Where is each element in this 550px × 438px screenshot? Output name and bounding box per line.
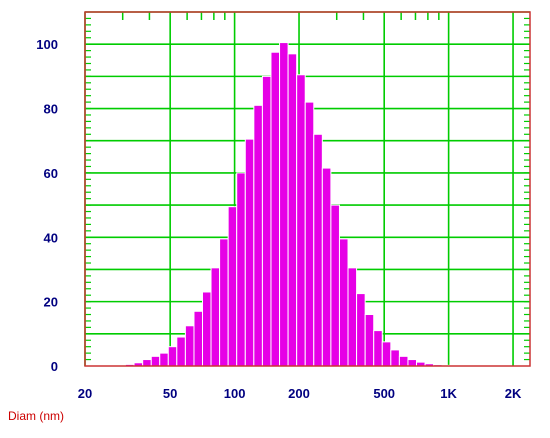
histogram-bar: [347, 267, 358, 367]
histogram-bar: [227, 206, 238, 367]
histogram-bar: [150, 355, 161, 367]
histogram-bar: [381, 341, 392, 367]
x-tick-label: 20: [78, 386, 92, 401]
histogram-bar: [142, 359, 152, 367]
histogram-bar: [398, 355, 409, 367]
histogram-bar: [373, 330, 383, 367]
x-axis-label: Diam (nm): [8, 409, 64, 423]
y-tick-label: 40: [44, 230, 58, 245]
x-tick-label: 2K: [505, 386, 522, 401]
x-tick-label: 100: [224, 386, 246, 401]
histogram-bar: [184, 325, 195, 367]
x-tick-label: 200: [288, 386, 310, 401]
minor-tick-marks: [85, 12, 530, 361]
histogram-bar: [390, 349, 400, 367]
histogram-bar: [407, 359, 418, 367]
x-tick-label: 1K: [440, 386, 457, 401]
histogram-bar: [313, 133, 323, 367]
histogram-bar: [364, 314, 375, 367]
y-tick-label: 0: [51, 359, 58, 374]
histogram-bar: [219, 238, 229, 367]
histogram-bar: [193, 310, 204, 367]
histogram-bar: [338, 238, 349, 367]
histogram-bar: [279, 42, 289, 367]
histogram-bar: [287, 53, 298, 367]
y-tick-label: 100: [36, 37, 58, 52]
histogram-bar: [202, 291, 212, 367]
histogram-bar: [304, 101, 315, 367]
histogram-bar: [159, 352, 169, 367]
histogram-bar: [167, 346, 178, 367]
x-tick-label: 50: [163, 386, 177, 401]
x-axis-tick-labels: 20 50 100 200 500 1K 2K: [78, 386, 522, 401]
y-axis-tick-labels: 0 20 40 60 80 100: [36, 37, 58, 374]
histogram-bar: [270, 51, 281, 367]
histogram-bar: [330, 204, 340, 367]
histogram-bar: [176, 336, 186, 367]
histogram-bar: [253, 104, 263, 367]
histogram-bar: [356, 293, 366, 367]
x-tick-label: 500: [373, 386, 395, 401]
y-tick-label: 20: [44, 295, 58, 310]
histogram-bar: [210, 267, 221, 367]
y-tick-label: 60: [44, 166, 58, 181]
histogram-bar: [321, 167, 332, 367]
y-tick-label: 80: [44, 102, 58, 117]
plot-frame: [84, 11, 531, 367]
histogram-bar: [261, 75, 272, 367]
histogram-bar: [244, 138, 255, 367]
histogram-bar: [236, 172, 246, 367]
histogram-bar: [296, 74, 306, 367]
